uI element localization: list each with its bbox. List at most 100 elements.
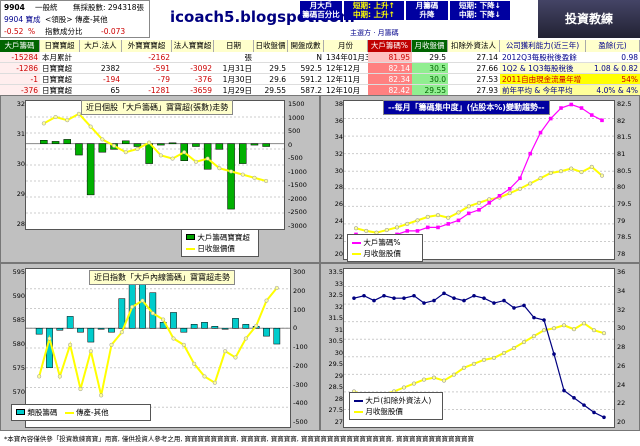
series-point — [482, 296, 486, 300]
series-point — [579, 106, 584, 110]
series-point — [528, 181, 533, 186]
legend-swatch-yellow2 — [64, 412, 74, 414]
chart3-legend: 類股籌碼 傳產-其他 — [11, 404, 151, 421]
series-point — [402, 296, 406, 300]
axis-tick: 26 — [617, 361, 626, 370]
chart1-svg — [26, 111, 284, 214]
bar — [118, 298, 126, 329]
pct-unit: % — [28, 27, 36, 36]
axis-tick: 32.5 — [328, 291, 343, 300]
series-point — [548, 116, 553, 121]
table-cell: 29.6 — [254, 74, 288, 85]
series-point — [432, 298, 436, 303]
axis-tick: 33.5 — [328, 268, 343, 276]
axis-tick: 78 — [617, 250, 626, 258]
table-cell: 591.2 — [288, 74, 324, 85]
series-point — [551, 326, 557, 331]
table-cell: 12年11月 — [324, 74, 368, 85]
series-point — [512, 306, 516, 310]
series-point — [78, 387, 83, 392]
series-point — [88, 349, 93, 354]
bar — [263, 328, 270, 337]
series-point — [452, 296, 456, 300]
bar — [97, 328, 105, 330]
legend-swatch-yellow — [352, 253, 361, 255]
bar — [51, 141, 60, 144]
axis-tick: 595 — [12, 268, 25, 276]
series-point — [147, 140, 152, 145]
axis-tick: 28 — [334, 394, 343, 403]
banner-logo: 投資教練 — [538, 0, 640, 38]
bar — [40, 140, 48, 144]
chart4-svg — [344, 286, 614, 420]
axis-tick: -100 — [293, 343, 308, 351]
axis-tick: 27.5 — [328, 406, 343, 415]
axis-tick: 80 — [617, 183, 626, 192]
tag-monthly-change: 月籌碼 升降 — [406, 1, 448, 20]
axis-tick: 29 — [334, 371, 343, 380]
axis-tick: 36 — [617, 268, 626, 276]
axis-tick: 30 — [16, 160, 25, 168]
series-point — [600, 118, 604, 123]
th-profitability: 公司獲利能力(近三年) — [500, 40, 586, 52]
series-point — [441, 378, 447, 383]
axis-tick: 82 — [617, 116, 626, 125]
table-cell: -3092 — [172, 63, 214, 74]
table-header: 大戶籌碼 日寶寶超 大戶.法人 外寶寶寶超 法人寶寶超 日期 日收盤價 開盤成數… — [0, 40, 640, 52]
axis-tick: 29 — [16, 190, 25, 198]
series-point — [471, 361, 477, 366]
series-point — [158, 153, 163, 158]
axis-tick: 200 — [293, 286, 306, 295]
series-point — [57, 374, 62, 379]
stock-info-box: 9904 一般統 無採股數: 294318張 9904 寶成 <領股> 傳產-其… — [0, 0, 150, 38]
tag-trend-down: 短期: 下降↓ 中期: 下降↓ — [450, 1, 510, 20]
main-note: 主選方 · 月籌碼 — [350, 29, 399, 37]
bar — [35, 328, 43, 335]
chart-panel-4: 36 34 32 30 28 26 24 22 20 33.5 33 32.5 32 31.5 31 30.… — [320, 263, 640, 431]
chart-panel-2: --每月「籌碼集中度」(佔股本%)變動趨勢-- 38 36 34 32 30 28 26 24… — [320, 95, 640, 263]
table-cell: -376 — [172, 74, 214, 85]
axis-tick: 31.5 — [328, 314, 343, 323]
series-point — [501, 350, 507, 355]
table-cell — [172, 52, 214, 63]
series-point — [532, 315, 536, 320]
th-foreign: 外寶寶寶超 — [122, 40, 172, 52]
series-point — [53, 114, 58, 120]
series-point — [562, 388, 566, 393]
table-cell: -79 — [122, 74, 172, 85]
axis-tick: 81.5 — [617, 133, 632, 142]
table-cell: 張 — [214, 52, 254, 63]
th-volume: 開盤成數 — [288, 40, 324, 52]
series-point — [552, 352, 556, 356]
table-cell: 29.5 — [412, 52, 448, 63]
axis-tick: 81 — [617, 150, 626, 158]
table-cell: 2012Q3每股稅後盈餘 — [500, 52, 586, 63]
series-point — [472, 293, 476, 298]
axis-tick: 30 — [334, 348, 343, 357]
series-point — [451, 372, 457, 377]
axis-tick: 30.5 — [328, 337, 343, 346]
axis-tick: 26 — [334, 200, 343, 208]
legend-swatch-pink — [352, 242, 361, 244]
axis-tick: 82.5 — [617, 100, 632, 108]
series-point — [119, 330, 124, 335]
axis-tick: 27 — [334, 418, 343, 426]
table-cell — [254, 52, 288, 63]
series-point — [112, 143, 117, 148]
bar — [203, 143, 212, 170]
series-point — [123, 150, 128, 155]
table-cell: 54% — [586, 74, 640, 85]
series-point — [405, 229, 410, 233]
axis-tick: 1500 — [288, 100, 305, 108]
series-point — [394, 225, 400, 230]
series-point — [372, 298, 376, 303]
series-point — [487, 197, 492, 202]
bar — [262, 143, 270, 147]
series-point — [602, 415, 606, 420]
series-point — [384, 227, 389, 233]
stock-category: 一般統 — [35, 3, 58, 12]
axis-tick: 28 — [334, 183, 343, 192]
axis-tick: -3000 — [288, 222, 307, 230]
axis-tick: 30 — [334, 166, 343, 175]
series-point — [88, 124, 93, 129]
